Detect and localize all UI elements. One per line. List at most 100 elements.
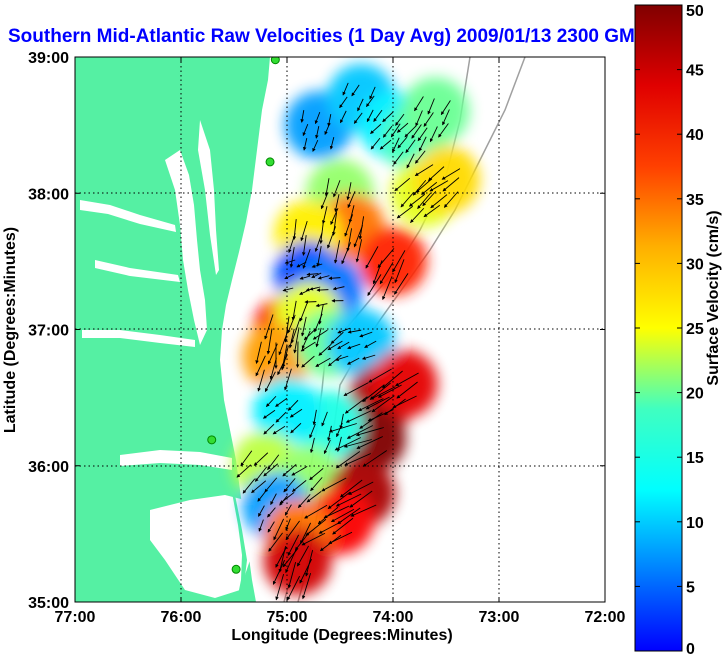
velocity-arrow (335, 355, 349, 361)
velocity-arrow (290, 422, 302, 434)
velocity-arrow (357, 98, 364, 112)
velocity-arrow (316, 246, 322, 267)
velocity-arrow (300, 220, 308, 242)
y-axis: 35:00 36:00 37:00 38:00 39:00 (28, 50, 605, 612)
velocity-arrow (295, 531, 310, 551)
velocity-arrow (297, 494, 311, 508)
velocity-arrow (301, 235, 307, 256)
velocity-arrow (279, 495, 288, 506)
velocity-arrow (335, 493, 362, 507)
delmarva-channel (198, 120, 219, 275)
velocity-arrow (282, 287, 294, 292)
velocity-arrow (370, 386, 396, 400)
velocity-arrow (287, 399, 299, 411)
velocity-arrow (300, 341, 316, 352)
velocity-arrow (302, 138, 308, 151)
velocity-arrow (368, 368, 392, 383)
velocity-arrow (257, 491, 266, 502)
velocity-arrow (341, 242, 352, 265)
velocity-arrow (397, 136, 408, 149)
velocity-arrow (284, 273, 295, 280)
plot-area (74, 56, 606, 603)
velocity-arrow (404, 125, 417, 138)
velocity-arrow (336, 422, 343, 438)
velocity-arrow (273, 518, 285, 541)
velocity-arrow (344, 214, 354, 237)
velocity-arrow (324, 178, 330, 197)
velocity-arrow (395, 372, 419, 387)
y-tick-label: 37:00 (28, 323, 69, 340)
velocity-arrow (324, 122, 331, 135)
velocity-arrow (396, 381, 418, 399)
velocity-arrow (339, 96, 348, 109)
velocity-arrow (264, 314, 274, 340)
colorbar-tick-label: 15 (686, 450, 704, 467)
y-tick-label: 39:00 (28, 50, 69, 67)
rappahannock-river (95, 260, 180, 282)
velocity-arrow (317, 275, 330, 280)
velocity-arrow (422, 190, 437, 207)
x-axis: 77:00 76:00 75:00 74:00 73:00 72:00 (55, 57, 626, 626)
velocity-arrow (342, 82, 349, 96)
velocity-arrow (348, 481, 374, 495)
velocity-arrow (414, 96, 424, 112)
velocity-arrow (382, 276, 393, 301)
velocity-arrow (321, 206, 328, 225)
velocity-arrow (278, 330, 289, 356)
velocity-arrow (300, 522, 312, 545)
velocity-arrow (356, 436, 383, 449)
velocity-arrow (263, 463, 279, 477)
velocity-arrow (392, 250, 406, 273)
velocity-arrow (328, 531, 353, 544)
velocity-arrow (349, 490, 373, 508)
velocity-arrow (305, 287, 318, 292)
velocity-arrow (400, 191, 415, 208)
pamlico-sound (150, 495, 250, 598)
velocity-arrow (272, 425, 286, 435)
radar-site-marker (231, 564, 241, 574)
radar-site-marker (265, 157, 275, 167)
velocity-arrow (289, 408, 303, 418)
velocity-arrow (366, 95, 375, 108)
velocity-arrow (299, 558, 313, 584)
radar-site-marker (207, 435, 217, 445)
velocity-arrow (282, 464, 297, 477)
velocity-arrow (428, 166, 445, 181)
velocity-arrow (267, 507, 276, 518)
velocity-arrow (408, 193, 426, 207)
velocity-arrow (379, 139, 392, 150)
colorbar-tick-label: 0 (686, 641, 695, 658)
velocity-arrow (372, 260, 383, 285)
potomac-river (80, 200, 176, 232)
velocity-arrow (320, 192, 329, 210)
velocity-arrow (339, 479, 363, 498)
velocity-arrow (299, 275, 311, 280)
velocity-arrow (263, 423, 275, 435)
x-axis-label: Longitude (Degrees:Minutes) (231, 627, 452, 644)
velocity-arrow (323, 439, 331, 455)
velocity-arrow (287, 534, 300, 556)
velocity-arrow (370, 137, 381, 150)
velocity-arrow (327, 226, 337, 249)
velocity-arrow (344, 453, 371, 466)
land-layer (75, 57, 270, 602)
velocity-arrow (438, 123, 449, 138)
velocity-arrow (297, 545, 309, 567)
velocity-arrow (394, 177, 411, 192)
velocity-arrow (321, 411, 328, 427)
velocity-arrow (347, 357, 360, 365)
velocity-arrow (328, 423, 357, 433)
speed-cell (327, 309, 396, 378)
velocity-arrow (332, 517, 354, 535)
speed-cell (359, 227, 427, 296)
speed-cell (412, 145, 480, 214)
velocity-arrow (240, 450, 253, 467)
velocity-arrow (421, 181, 438, 195)
x-tick-label: 74:00 (373, 609, 414, 626)
velocity-arrow (347, 329, 362, 334)
velocity-arrow (333, 180, 341, 198)
velocity-arrow (312, 329, 328, 340)
velocity-arrow (355, 427, 384, 437)
velocity-arrow (353, 112, 363, 124)
velocity-arrow (330, 331, 344, 344)
